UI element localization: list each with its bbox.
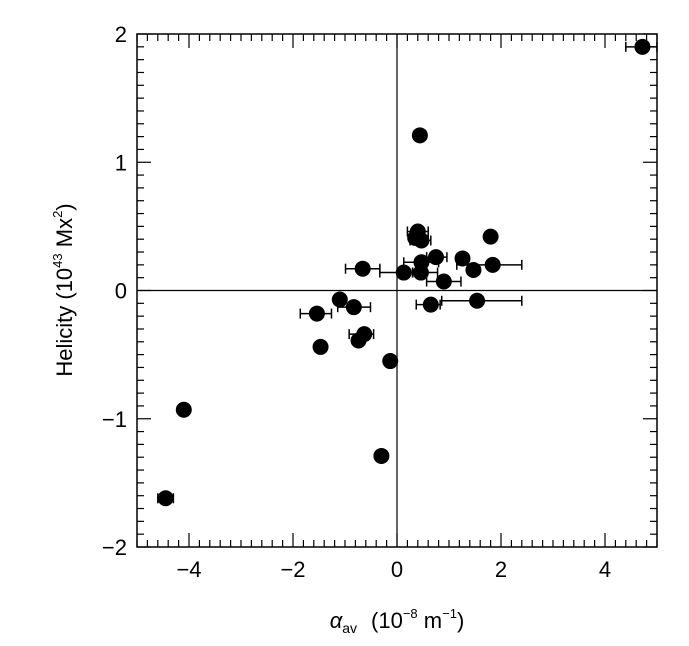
data-point bbox=[411, 127, 428, 144]
plot-frame bbox=[136, 33, 658, 548]
y-tick-label: 2 bbox=[115, 22, 127, 47]
data-points bbox=[137, 34, 658, 547]
y-tick-label: −1 bbox=[102, 407, 127, 432]
data-point bbox=[482, 228, 499, 245]
data-point bbox=[435, 273, 452, 290]
y-tick-label: 0 bbox=[115, 279, 127, 304]
x-tick-label: 4 bbox=[599, 557, 611, 582]
data-point bbox=[308, 305, 325, 322]
data-point bbox=[465, 261, 482, 278]
data-point bbox=[175, 401, 192, 418]
data-point bbox=[454, 250, 471, 267]
data-point bbox=[382, 353, 399, 370]
data-point bbox=[428, 249, 444, 266]
x-axis-label: αav (10−8 m−1) bbox=[330, 606, 465, 636]
y-axis-label: Helicity (1043 Mx2) bbox=[50, 203, 77, 376]
data-point bbox=[350, 332, 367, 349]
data-point bbox=[413, 232, 430, 249]
data-point bbox=[412, 264, 429, 281]
x-tick-label: 0 bbox=[391, 557, 403, 582]
data-point bbox=[469, 292, 486, 309]
y-tick-label: 1 bbox=[115, 150, 127, 175]
data-point bbox=[373, 447, 390, 464]
x-tick-label: −2 bbox=[280, 557, 305, 582]
data-point bbox=[634, 38, 651, 55]
x-tick-label: 2 bbox=[495, 557, 507, 582]
data-point bbox=[395, 264, 412, 281]
data-point bbox=[312, 338, 329, 355]
data-point bbox=[354, 260, 371, 277]
data-point bbox=[331, 291, 348, 308]
data-point bbox=[422, 296, 439, 313]
data-point bbox=[345, 299, 362, 316]
x-tick-label: −4 bbox=[176, 557, 201, 582]
data-point bbox=[484, 256, 501, 273]
y-tick-label: −2 bbox=[102, 535, 127, 560]
data-point bbox=[157, 490, 174, 507]
